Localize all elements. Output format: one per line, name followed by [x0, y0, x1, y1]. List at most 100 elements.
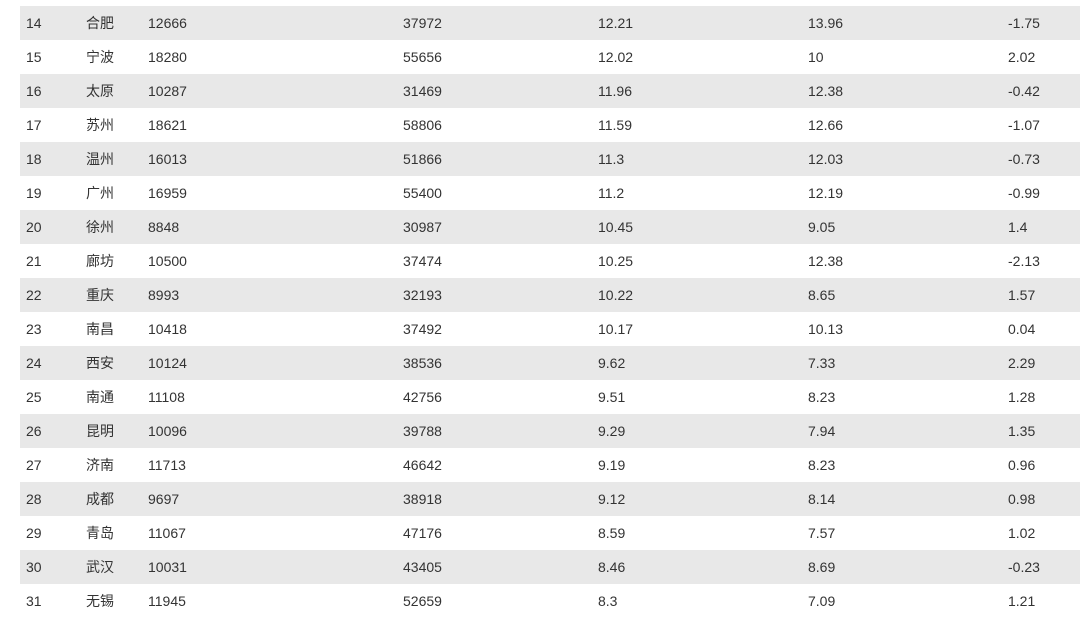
cell-rank: 29: [20, 516, 80, 550]
cell-val5: 1.35: [1002, 414, 1080, 448]
cell-val4: 12.19: [802, 176, 1002, 210]
table-row: 18温州160135186611.312.03-0.73: [20, 142, 1080, 176]
cell-val3: 8.59: [592, 516, 802, 550]
cell-val2: 39788: [397, 414, 592, 448]
cell-val1: 10124: [142, 346, 397, 380]
cell-city: 昆明: [80, 414, 142, 448]
cell-val4: 13.96: [802, 6, 1002, 40]
cell-val5: 0.98: [1002, 482, 1080, 516]
cell-val2: 37474: [397, 244, 592, 278]
cell-val4: 8.23: [802, 448, 1002, 482]
cell-val5: -1.75: [1002, 6, 1080, 40]
cell-city: 广州: [80, 176, 142, 210]
cell-rank: 24: [20, 346, 80, 380]
cell-val4: 10: [802, 40, 1002, 74]
cell-val1: 18621: [142, 108, 397, 142]
table-row: 28成都9697389189.128.140.98: [20, 482, 1080, 516]
cell-val1: 10500: [142, 244, 397, 278]
cell-city: 西安: [80, 346, 142, 380]
cell-val3: 9.19: [592, 448, 802, 482]
cell-city: 南昌: [80, 312, 142, 346]
cell-rank: 17: [20, 108, 80, 142]
cell-val4: 7.33: [802, 346, 1002, 380]
table-body: 14合肥126663797212.2113.96-1.7515宁波1828055…: [20, 6, 1080, 618]
cell-val2: 58806: [397, 108, 592, 142]
cell-val4: 12.38: [802, 244, 1002, 278]
cell-val5: -0.23: [1002, 550, 1080, 584]
cell-val3: 8.46: [592, 550, 802, 584]
cell-val1: 11108: [142, 380, 397, 414]
cell-city: 温州: [80, 142, 142, 176]
cell-city: 济南: [80, 448, 142, 482]
cell-val2: 52659: [397, 584, 592, 618]
cell-val3: 11.2: [592, 176, 802, 210]
cell-val2: 37492: [397, 312, 592, 346]
cell-val4: 12.03: [802, 142, 1002, 176]
cell-val4: 7.09: [802, 584, 1002, 618]
table-row: 21廊坊105003747410.2512.38-2.13: [20, 244, 1080, 278]
table-row: 25南通11108427569.518.231.28: [20, 380, 1080, 414]
cell-val1: 16013: [142, 142, 397, 176]
cell-val4: 12.38: [802, 74, 1002, 108]
cell-val1: 9697: [142, 482, 397, 516]
table-row: 19广州169595540011.212.19-0.99: [20, 176, 1080, 210]
cell-val2: 30987: [397, 210, 592, 244]
table-row: 15宁波182805565612.02102.02: [20, 40, 1080, 74]
cell-val2: 55400: [397, 176, 592, 210]
cell-val4: 8.69: [802, 550, 1002, 584]
cell-rank: 18: [20, 142, 80, 176]
cell-val4: 10.13: [802, 312, 1002, 346]
cell-val2: 55656: [397, 40, 592, 74]
cell-val1: 11945: [142, 584, 397, 618]
cell-val3: 10.25: [592, 244, 802, 278]
cell-val1: 12666: [142, 6, 397, 40]
cell-val1: 11067: [142, 516, 397, 550]
cell-val5: 1.02: [1002, 516, 1080, 550]
cell-val2: 43405: [397, 550, 592, 584]
cell-val5: 2.02: [1002, 40, 1080, 74]
cell-val1: 10287: [142, 74, 397, 108]
cell-val2: 38536: [397, 346, 592, 380]
cell-val3: 9.62: [592, 346, 802, 380]
cell-val3: 10.45: [592, 210, 802, 244]
cell-val4: 7.57: [802, 516, 1002, 550]
table-row: 14合肥126663797212.2113.96-1.75: [20, 6, 1080, 40]
cell-city: 太原: [80, 74, 142, 108]
table-row: 17苏州186215880611.5912.66-1.07: [20, 108, 1080, 142]
cell-val3: 10.17: [592, 312, 802, 346]
cell-rank: 30: [20, 550, 80, 584]
city-data-table: 14合肥126663797212.2113.96-1.7515宁波1828055…: [20, 6, 1080, 618]
cell-val2: 31469: [397, 74, 592, 108]
cell-val2: 51866: [397, 142, 592, 176]
cell-val5: 1.4: [1002, 210, 1080, 244]
cell-rank: 19: [20, 176, 80, 210]
cell-val1: 10031: [142, 550, 397, 584]
cell-val1: 10096: [142, 414, 397, 448]
cell-rank: 25: [20, 380, 80, 414]
cell-val2: 38918: [397, 482, 592, 516]
cell-val5: 1.21: [1002, 584, 1080, 618]
cell-val4: 8.14: [802, 482, 1002, 516]
cell-rank: 23: [20, 312, 80, 346]
cell-city: 宁波: [80, 40, 142, 74]
table-row: 27济南11713466429.198.230.96: [20, 448, 1080, 482]
cell-val5: 0.04: [1002, 312, 1080, 346]
cell-city: 重庆: [80, 278, 142, 312]
cell-val3: 9.12: [592, 482, 802, 516]
table-row: 29青岛11067471768.597.571.02: [20, 516, 1080, 550]
cell-city: 合肥: [80, 6, 142, 40]
cell-rank: 14: [20, 6, 80, 40]
cell-val4: 8.23: [802, 380, 1002, 414]
table-row: 23南昌104183749210.1710.130.04: [20, 312, 1080, 346]
table-row: 22重庆89933219310.228.651.57: [20, 278, 1080, 312]
city-data-table-container: 14合肥126663797212.2113.96-1.7515宁波1828055…: [0, 0, 1080, 624]
table-row: 16太原102873146911.9612.38-0.42: [20, 74, 1080, 108]
cell-val2: 46642: [397, 448, 592, 482]
cell-city: 廊坊: [80, 244, 142, 278]
cell-val4: 8.65: [802, 278, 1002, 312]
cell-val5: -0.42: [1002, 74, 1080, 108]
cell-rank: 20: [20, 210, 80, 244]
cell-val3: 10.22: [592, 278, 802, 312]
cell-rank: 15: [20, 40, 80, 74]
cell-val3: 8.3: [592, 584, 802, 618]
